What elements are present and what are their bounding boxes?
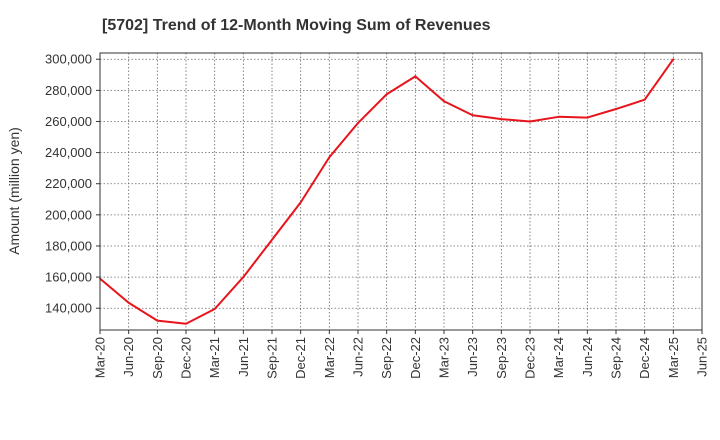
x-tick-label: Dec-21 bbox=[293, 337, 308, 379]
y-axis-label: Amount (million yen) bbox=[6, 127, 22, 255]
data-point bbox=[557, 115, 560, 118]
data-point bbox=[672, 58, 675, 61]
x-tick-label: Jun-23 bbox=[465, 337, 480, 377]
data-point bbox=[185, 322, 187, 325]
x-tick-label: Mar-23 bbox=[437, 337, 452, 378]
data-point bbox=[586, 116, 589, 119]
x-tick-label: Mar-25 bbox=[666, 337, 681, 378]
x-tick-label: Sep-22 bbox=[379, 337, 394, 379]
data-point bbox=[242, 276, 245, 278]
x-tick-label: Sep-24 bbox=[609, 337, 624, 379]
x-tick-label: Dec-20 bbox=[179, 337, 194, 379]
data-point bbox=[471, 114, 474, 117]
data-point bbox=[443, 100, 445, 103]
data-point bbox=[357, 122, 359, 124]
x-tick-label: Jun-20 bbox=[121, 337, 136, 377]
y-tick-labels: 140,000 160,000 180,000 200,000 220,000 240,0… bbox=[45, 52, 100, 316]
data-point bbox=[127, 301, 130, 304]
x-tick-label: Mar-20 bbox=[93, 337, 108, 378]
x-tick-label: Sep-20 bbox=[150, 337, 165, 379]
x-tick-label: Sep-21 bbox=[265, 337, 280, 379]
y-tick-label: 280,000 bbox=[45, 83, 92, 98]
y-tick-label: 240,000 bbox=[45, 145, 92, 160]
data-point bbox=[213, 308, 216, 310]
data-point bbox=[615, 108, 617, 110]
data-point bbox=[299, 201, 302, 204]
series-layer bbox=[99, 58, 675, 325]
x-tick-label: Dec-22 bbox=[408, 337, 423, 379]
data-point bbox=[500, 118, 503, 121]
y-tick-label: 260,000 bbox=[45, 114, 92, 129]
grid-lines bbox=[99, 53, 703, 330]
data-point bbox=[328, 156, 331, 159]
x-tick-label: Mar-22 bbox=[322, 337, 337, 378]
y-tick-label: 300,000 bbox=[45, 52, 92, 67]
x-tick-label: Jun-22 bbox=[351, 337, 366, 377]
y-tick-label: 220,000 bbox=[45, 176, 92, 191]
data-point bbox=[271, 238, 273, 241]
plot-area-frame bbox=[99, 52, 703, 331]
data-point bbox=[385, 93, 388, 96]
x-tick-label: Jun-25 bbox=[695, 337, 710, 377]
y-tick-label: 160,000 bbox=[45, 270, 92, 285]
x-tick-label: Jun-24 bbox=[580, 337, 595, 377]
chart-title: [5702] Trend of 12-Month Moving Sum of R… bbox=[102, 17, 491, 34]
x-tick-label: Mar-24 bbox=[551, 337, 566, 378]
x-tick-label: Jun-21 bbox=[236, 337, 251, 377]
x-tick-label: Mar-21 bbox=[207, 337, 222, 378]
x-tick-label: Dec-23 bbox=[523, 337, 538, 379]
y-tick-label: 200,000 bbox=[45, 207, 92, 222]
data-point bbox=[414, 75, 417, 78]
x-tick-label: Sep-23 bbox=[494, 337, 509, 379]
data-point bbox=[156, 319, 159, 322]
y-tick-label: 180,000 bbox=[45, 238, 92, 253]
data-point bbox=[643, 98, 646, 101]
data-point bbox=[529, 120, 531, 123]
y-tick-label: 140,000 bbox=[45, 301, 92, 316]
x-tick-label: Dec-24 bbox=[637, 337, 652, 379]
x-tick-labels: Mar-20 Jun-20 Sep-20 Dec-20 Mar-21 Jun-21 Sep-… bbox=[93, 330, 710, 379]
